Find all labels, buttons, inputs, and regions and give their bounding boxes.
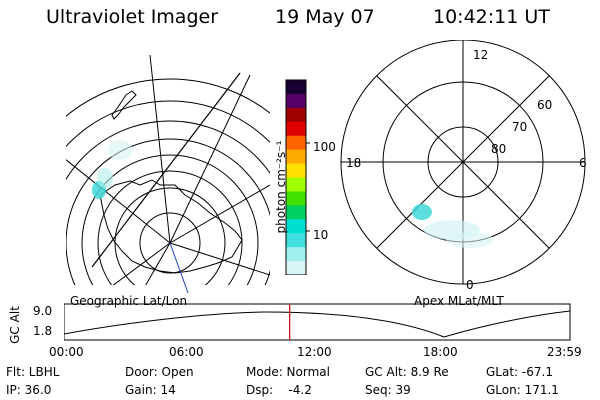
colorbar-band (286, 149, 306, 165)
colorbar-band (286, 163, 306, 178)
meridian (169, 184, 270, 244)
antarctica-coast (99, 179, 243, 274)
ip-value: IP: 36.0 (6, 383, 52, 397)
colorbar-band (286, 247, 306, 262)
filter-value: Flt: LBHL (6, 365, 60, 379)
lat-circle (139, 212, 201, 274)
altitude-ylabel: GC Alt (8, 306, 22, 344)
colorbar (285, 79, 310, 275)
colorbar-band (286, 80, 306, 95)
instrument-title: Ultraviolet Imager (46, 6, 219, 28)
colorbar-band (286, 93, 306, 109)
mlat-label-60: 60 (537, 98, 553, 112)
mlat-label-70: 70 (512, 120, 528, 134)
colorbar-band (286, 233, 306, 248)
door-status: Door: Open (125, 365, 194, 379)
mlt-label-6: 6 (579, 156, 587, 170)
colorbar-tick-100: 100 (313, 140, 336, 154)
colorbar-band (286, 191, 306, 206)
altitude-xtick-1800: 18:00 (423, 345, 458, 359)
colorbar-unit-label: photon cm⁻²s⁻¹ (274, 140, 288, 234)
mlat-label-80: 80 (491, 142, 507, 156)
mlt-label-12: 12 (473, 48, 489, 62)
glat-value: GLat: -67.1 (486, 365, 553, 379)
lat-circle (81, 154, 259, 285)
aurora-emission-polar (412, 204, 494, 248)
gain-value: Gain: 14 (125, 383, 176, 397)
meridian (66, 159, 171, 244)
meridian (149, 54, 171, 244)
satellite-track (169, 242, 189, 294)
lat-circle (66, 78, 270, 117)
colorbar-tick-10: 10 (313, 228, 329, 242)
altitude-curve (64, 310, 571, 338)
new-zealand (111, 90, 137, 120)
mlt-label-0: 0 (466, 278, 474, 292)
seq-value: Seq: 39 (365, 383, 411, 397)
meridian (145, 242, 171, 285)
colorbar-band (286, 205, 306, 220)
colorbar-band (286, 135, 306, 151)
meridian (169, 242, 270, 276)
meridian (112, 242, 171, 285)
date-label: 19 May 07 (275, 6, 375, 28)
altitude-ytick-1.8: 1.8 (33, 324, 53, 338)
mlt-label-18: 18 (346, 156, 362, 170)
meridian (169, 74, 251, 244)
lat-circle (66, 138, 270, 285)
time-label: 10:42:11 UT (433, 6, 550, 28)
gc-alt-value: GC Alt: 8.9 Re (365, 365, 449, 379)
mode-value: Mode: Normal (246, 365, 330, 379)
colorbar-band (286, 219, 306, 234)
terminator-line (91, 72, 241, 268)
geographic-map (66, 54, 270, 294)
lat-circle (66, 100, 270, 148)
colorbar-band (286, 177, 306, 192)
polar-mlt-plot (340, 40, 586, 285)
altitude-plot (64, 303, 571, 341)
dsp-value: Dsp: -4.2 (246, 383, 312, 397)
altitude-xtick-0600: 06:00 (169, 345, 204, 359)
colorbar-band (286, 107, 306, 123)
aurora-emission (92, 140, 132, 199)
lat-circle (97, 170, 243, 285)
altitude-xtick-2359: 23:59 (547, 345, 582, 359)
colorbar-band (286, 261, 306, 275)
altitude-xtick-0000: 00:00 (49, 345, 84, 359)
altitude-ytick-9: 9.0 (33, 304, 53, 318)
mlt-axis (376, 75, 550, 249)
altitude-xtick-1200: 12:00 (297, 345, 332, 359)
colorbar-band (286, 121, 306, 137)
glon-value: GLon: 171.1 (486, 383, 559, 397)
lat-circle (66, 120, 270, 181)
